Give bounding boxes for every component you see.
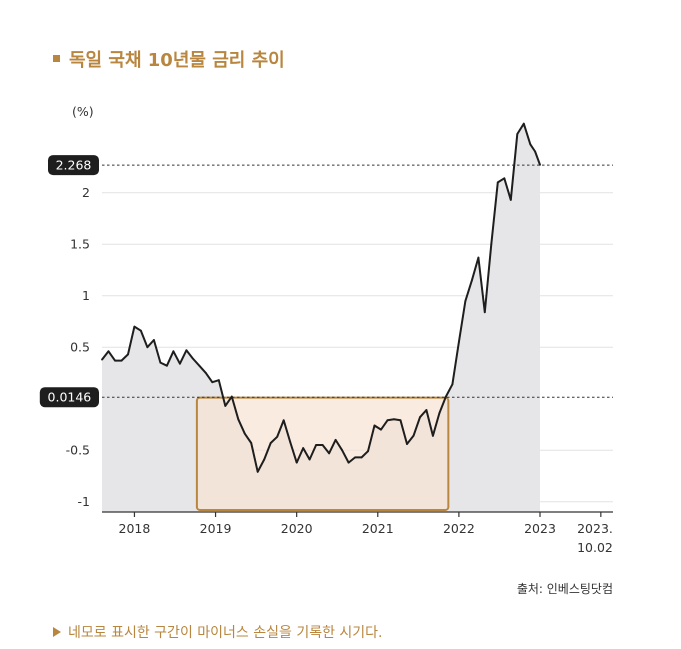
data-point — [509, 199, 512, 201]
negative-period-highlight — [195, 396, 450, 511]
reference-lines: 2.268 0.0146 — [39, 155, 613, 408]
data-point — [282, 419, 285, 422]
data-point — [471, 279, 473, 282]
data-point — [328, 452, 330, 455]
data-point — [458, 341, 460, 343]
data-point — [503, 177, 506, 180]
source-credit: 출처: 인베스팅닷컴 — [517, 582, 613, 596]
y-tick-label: -1 — [78, 494, 90, 509]
data-point — [243, 432, 246, 435]
x-tick-label: 2019 — [200, 521, 232, 536]
data-point — [354, 456, 356, 459]
y-axis-ticks: -1 -0.5 0.5 1 1.5 2 — [66, 185, 90, 509]
y-tick-label: 1.5 — [70, 237, 90, 252]
y-axis-unit-label: (%) — [72, 104, 94, 119]
data-point — [341, 449, 343, 452]
data-point — [172, 350, 175, 353]
data-point — [198, 364, 201, 367]
data-point — [360, 456, 363, 459]
x-tick-label: 2022 — [443, 521, 475, 536]
data-point — [380, 428, 382, 431]
data-point — [412, 434, 415, 437]
data-point — [302, 447, 305, 449]
data-point — [107, 350, 110, 353]
data-point — [140, 329, 142, 332]
data-point — [334, 439, 337, 441]
reference-badge-label: 2.268 — [56, 158, 92, 173]
x-axis-ticks: 2018 2019 2020 2021 2022 2023 — [119, 512, 602, 536]
x-end-label-line2: 10.02 — [577, 540, 613, 555]
data-point — [114, 359, 116, 362]
data-point — [308, 458, 311, 461]
data-point — [185, 349, 188, 352]
data-point — [393, 418, 395, 421]
y-tick-label: 1 — [82, 288, 90, 303]
data-point — [146, 346, 149, 349]
data-point — [204, 372, 207, 374]
data-point — [367, 450, 369, 453]
data-point — [464, 300, 467, 302]
chart-title: 독일 국채 10년물 금리 추이 — [69, 50, 285, 71]
data-point — [432, 434, 434, 437]
data-point — [230, 395, 233, 398]
data-point — [256, 470, 259, 473]
data-point — [534, 150, 536, 153]
data-point — [295, 461, 298, 464]
title-bullet — [53, 55, 60, 62]
data-point — [406, 443, 408, 445]
data-point — [179, 362, 181, 365]
data-point — [516, 133, 519, 135]
data-point — [477, 256, 480, 259]
data-point — [250, 442, 253, 444]
data-point — [263, 458, 266, 461]
data-point — [399, 419, 402, 422]
note-bullet-icon — [53, 627, 61, 637]
data-point — [224, 405, 227, 407]
data-point — [127, 353, 129, 356]
data-point — [490, 243, 493, 246]
data-point — [276, 435, 279, 438]
reference-badge — [39, 387, 99, 408]
data-point — [483, 311, 486, 314]
y-tick-label: -0.5 — [66, 443, 90, 458]
data-point — [445, 395, 447, 398]
data-point — [101, 358, 103, 361]
x-end-label-line1: 2023. — [577, 521, 613, 536]
y-tick-label: 0.5 — [70, 340, 90, 355]
data-point — [269, 442, 272, 444]
data-point — [373, 424, 376, 427]
footnote: 네모로 표시한 구간이 마이너스 손실을 기록한 시기다. — [68, 625, 383, 641]
x-tick-label: 2018 — [119, 521, 151, 536]
data-point — [120, 359, 123, 362]
data-point — [522, 122, 525, 125]
data-point — [153, 339, 155, 341]
x-tick-label: 2021 — [362, 521, 394, 536]
data-point — [133, 325, 136, 328]
data-point — [438, 412, 441, 414]
data-point — [166, 364, 168, 367]
data-point — [539, 164, 541, 166]
data-point — [159, 361, 162, 364]
data-point — [289, 441, 292, 443]
data-point — [211, 381, 214, 384]
data-point — [315, 444, 317, 446]
reference-badge — [48, 155, 99, 176]
data-point — [496, 181, 499, 184]
data-point — [217, 379, 220, 382]
data-point — [321, 444, 324, 446]
data-point — [451, 383, 454, 386]
data-point — [237, 418, 240, 421]
x-tick-label: 2020 — [281, 521, 313, 536]
data-point — [529, 143, 532, 146]
data-point — [419, 416, 421, 419]
y-tick-label: 2 — [82, 185, 90, 200]
data-point — [347, 461, 350, 464]
x-tick-label: 2023 — [524, 521, 556, 536]
series-points — [101, 122, 541, 473]
reference-badge-label: 0.0146 — [48, 390, 92, 405]
data-point — [386, 419, 389, 422]
data-point — [425, 409, 428, 411]
data-point — [191, 357, 194, 360]
